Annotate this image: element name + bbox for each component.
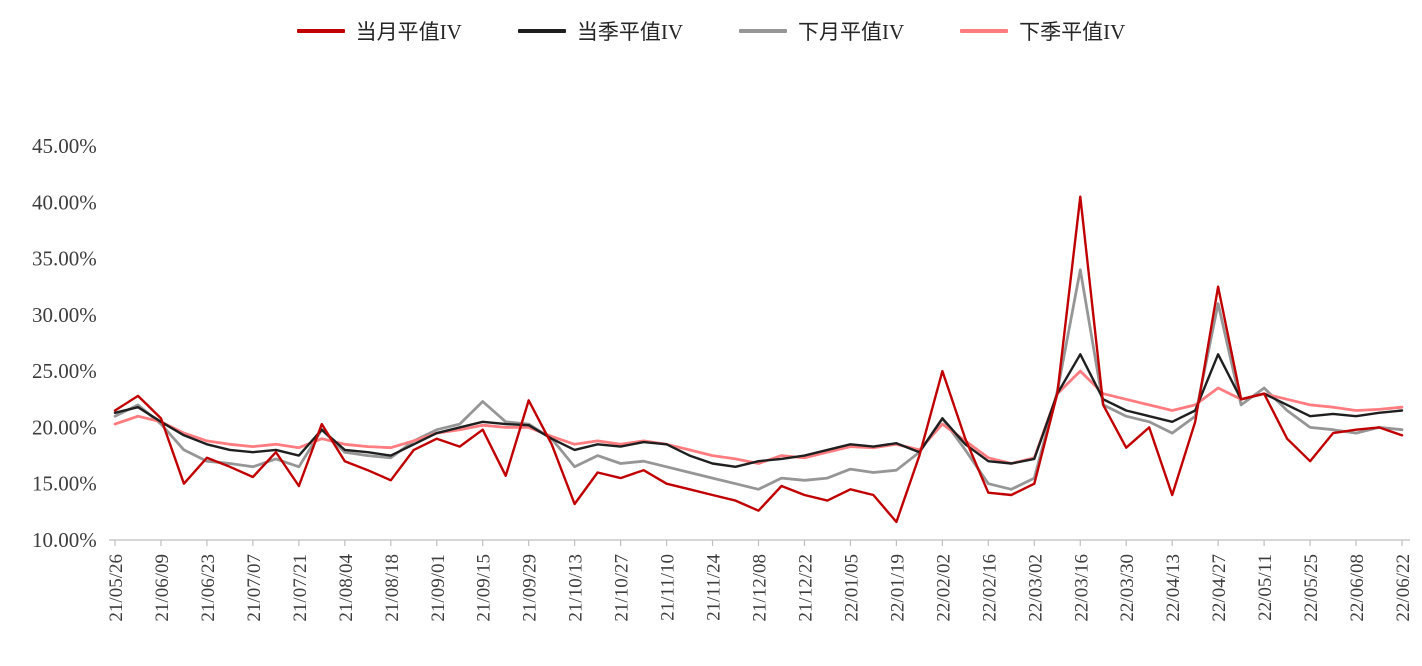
x-tick-label: 21/06/23 — [198, 554, 219, 622]
y-tick-label: 10.00% — [32, 528, 97, 552]
x-tick-label: 22/02/16 — [979, 554, 1000, 622]
x-tick-label: 21/09/01 — [428, 554, 449, 622]
x-tick-label: 21/07/21 — [290, 554, 311, 622]
x-tick-label: 21/08/18 — [382, 554, 403, 622]
x-tick-label: 21/06/09 — [152, 554, 173, 622]
x-tick-label: 22/06/22 — [1393, 554, 1414, 622]
x-tick-label: 22/05/25 — [1301, 554, 1322, 622]
x-tick-label: 21/09/29 — [520, 554, 541, 622]
legend-label-next-quarter: 下季平值IV — [1019, 20, 1126, 44]
legend-label-next-month: 下月平值IV — [798, 20, 905, 44]
legend-label-current-month: 当月平值IV — [355, 20, 462, 44]
x-tick-label: 21/05/26 — [106, 554, 127, 622]
legend-item-current-quarter: 当季平值IV — [517, 16, 683, 46]
legend-item-current-month: 当月平值IV — [296, 16, 462, 46]
x-tick-label: 22/03/16 — [1071, 554, 1092, 622]
legend-swatch-next-month — [739, 29, 787, 33]
chart-legend: 当月平值IV 当季平值IV 下月平值IV 下季平值IV — [0, 16, 1422, 46]
x-tick-label: 21/11/24 — [704, 554, 725, 621]
x-tick-label: 22/04/13 — [1163, 554, 1184, 622]
x-tick-label: 22/03/02 — [1025, 554, 1046, 622]
x-tick-label: 21/08/04 — [336, 554, 357, 622]
legend-item-next-month: 下月平值IV — [739, 16, 904, 46]
y-tick-label: 15.00% — [32, 472, 97, 496]
y-tick-label: 45.00% — [32, 134, 97, 158]
x-tick-label: 21/12/08 — [750, 554, 771, 622]
x-tick-label: 21/11/10 — [658, 554, 679, 621]
legend-item-next-quarter: 下季平值IV — [960, 16, 1125, 46]
y-tick-label: 40.00% — [32, 190, 97, 214]
x-tick-label: 22/03/30 — [1117, 554, 1138, 622]
series-line-0 — [113, 195, 1404, 524]
legend-swatch-current-quarter — [517, 29, 566, 33]
x-tick-label: 22/04/27 — [1209, 554, 1230, 622]
x-tick-label: 21/10/13 — [566, 554, 587, 622]
y-tick-label: 30.00% — [32, 303, 97, 327]
x-tick-label: 21/09/15 — [474, 554, 495, 622]
legend-swatch-current-month — [296, 29, 345, 33]
legend-label-current-quarter: 当季平值IV — [576, 20, 683, 44]
y-tick-label: 20.00% — [32, 415, 97, 439]
y-tick-label: 25.00% — [32, 359, 97, 383]
x-tick-label: 22/06/08 — [1347, 554, 1368, 622]
x-tick-label: 22/05/11 — [1255, 554, 1276, 621]
series-line-3 — [113, 369, 1404, 465]
x-tick-label: 22/01/05 — [841, 554, 862, 622]
x-tick-label: 22/02/02 — [933, 554, 954, 622]
x-tick-label: 22/01/19 — [887, 554, 908, 622]
y-tick-label: 35.00% — [32, 247, 97, 271]
legend-swatch-next-quarter — [960, 29, 1009, 33]
x-tick-label: 21/07/07 — [244, 554, 265, 622]
x-tick-label: 21/10/27 — [612, 554, 633, 622]
x-tick-label: 21/12/22 — [795, 554, 816, 622]
